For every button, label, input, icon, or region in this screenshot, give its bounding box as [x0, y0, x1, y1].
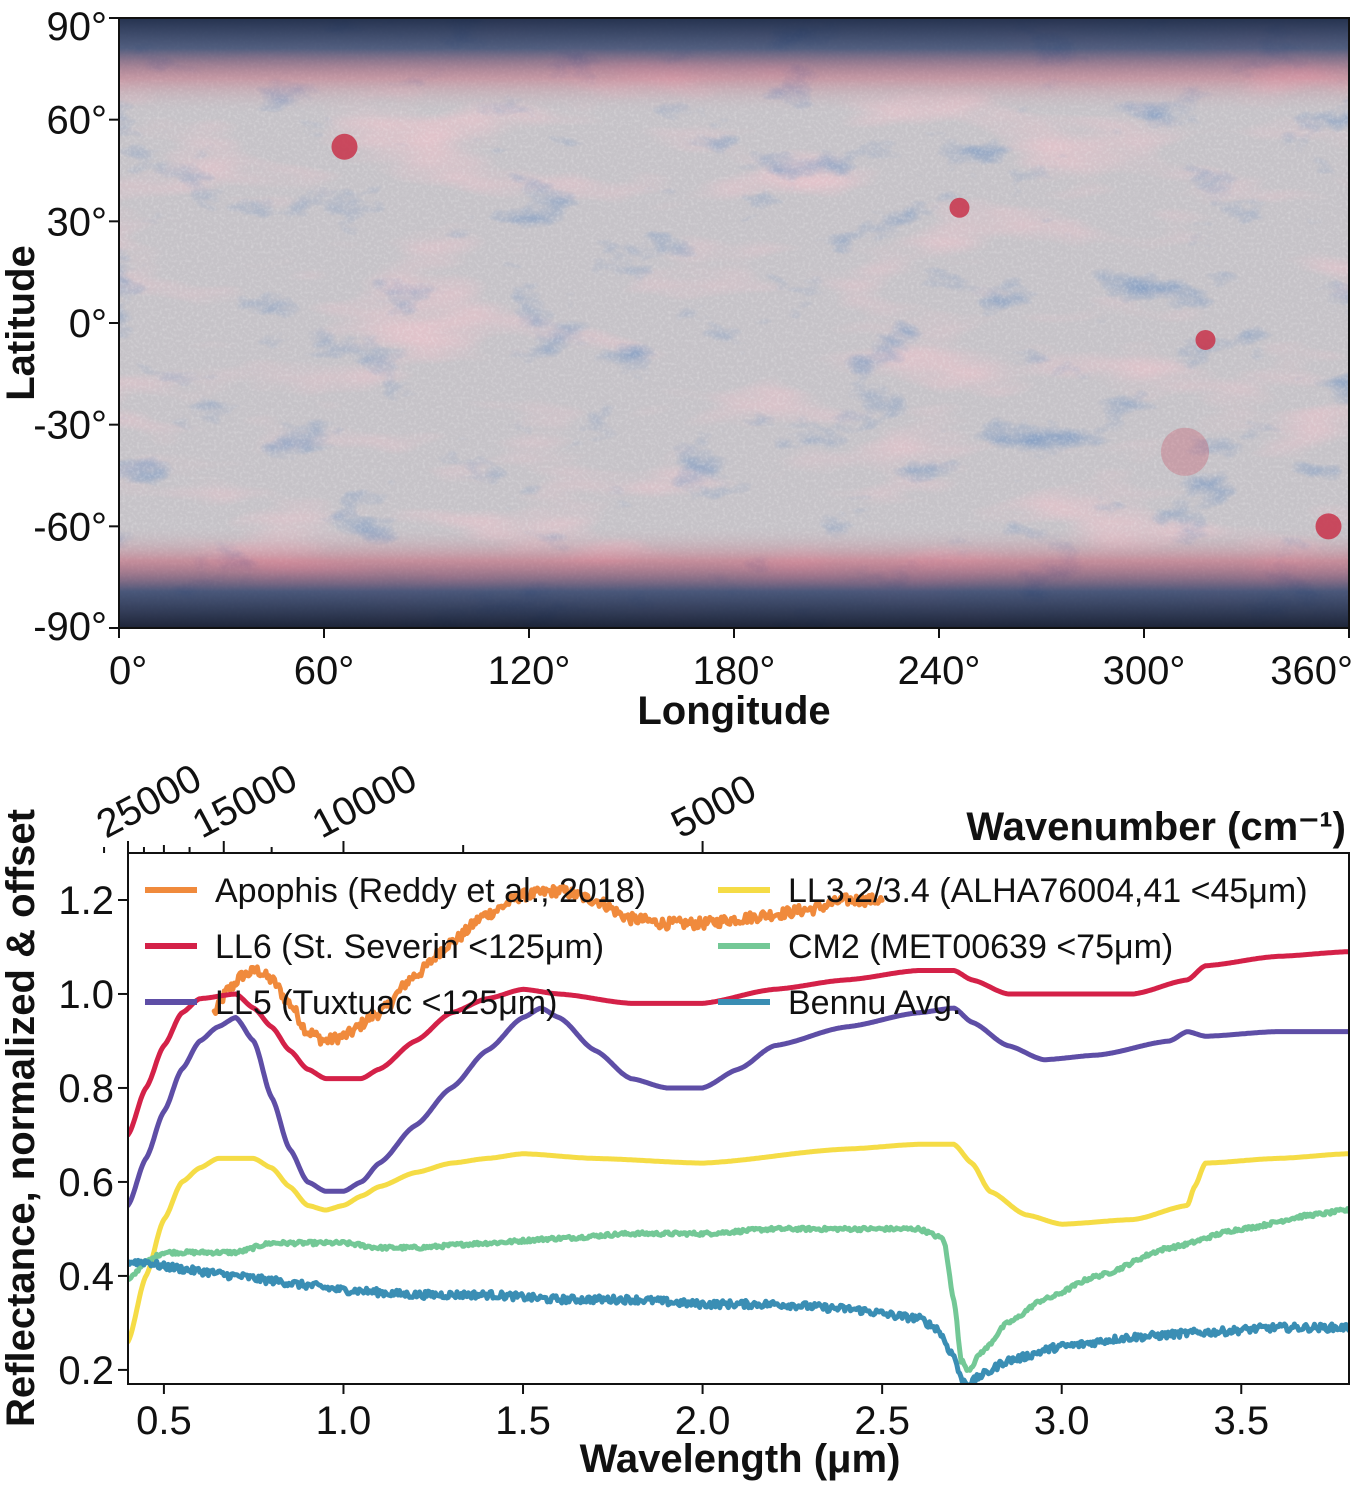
map-x-tick-label: 60°	[294, 649, 355, 693]
spectrum-line	[128, 1206, 1349, 1373]
legend-label: Apophis (Reddy et al., 2018)	[215, 872, 646, 910]
red-spot	[1161, 427, 1209, 476]
map-y-tick-label: 30°	[47, 200, 108, 244]
map-y-tick-label: 60°	[47, 99, 108, 143]
map-x-tick-label: 300°	[1103, 649, 1186, 693]
spectrum-line	[128, 1141, 1349, 1345]
spectra-lines	[128, 883, 1349, 1384]
red-spots	[331, 133, 1342, 540]
spectra-x-tick-label: 0.5	[136, 1399, 192, 1443]
spectra-y-tick-label: 0.6	[58, 1161, 114, 1205]
spectra-y-ticks: 0.2 0.4 0.6 0.8 1.0 1.2	[58, 879, 128, 1393]
reflectance-spectra-chart: 0.5 1.0 1.5 2.0 2.5 3.0 3.5 0.2 0.4 0.6 0.8 1.0 1.2…	[0, 756, 1350, 1481]
spectrum-line	[211, 883, 885, 1047]
map-x-tick-label: 240°	[898, 649, 981, 693]
top-tick-label: 5000	[664, 766, 763, 847]
map-x-tick-label: 0°	[109, 649, 147, 693]
map-y-tick-label: -90°	[33, 605, 107, 649]
legend-label: LL6 (St. Severin <125μm)	[215, 928, 604, 966]
map-y-axis-label: Latitude	[0, 245, 43, 401]
spectra-y-tick-label: 1.0	[58, 973, 114, 1017]
red-spot	[331, 133, 358, 160]
spectra-frame	[127, 852, 1350, 1385]
legend-label: LL3.2/3.4 (ALHA76004,41 <45μm)	[788, 872, 1308, 910]
map-y-tick-label: -30°	[33, 404, 107, 448]
map-y-tick-label: -60°	[33, 505, 107, 549]
spectra-x-tick-label: 2.0	[675, 1399, 731, 1443]
map-x-axis-label: Longitude	[637, 689, 830, 733]
top-tick-label: 10000	[305, 756, 424, 847]
red-spot	[1315, 513, 1342, 540]
legend-label: CM2 (MET00639 <75μm)	[788, 928, 1173, 966]
red-spot	[1195, 329, 1216, 350]
map-x-tick-label: 360°	[1270, 649, 1351, 693]
map-x-ticks: 0° 60° 120° 180° 240° 300° 360°	[109, 628, 1351, 693]
spectra-y-tick-label: 0.4	[58, 1255, 114, 1299]
spectra-y-tick-label: 0.2	[58, 1349, 114, 1393]
legend-label: Bennu Avg.	[788, 984, 961, 1022]
spectrum-line	[128, 1257, 1349, 1384]
spectra-x-tick-label: 1.5	[495, 1399, 551, 1443]
map-x-tick-label: 120°	[488, 649, 571, 693]
map-y-ticks: 90° 60° 30° 0° -30° -60° -90°	[33, 5, 119, 649]
map-y-tick-label: 0°	[69, 302, 107, 346]
spectra-x-tick-label: 1.0	[316, 1399, 372, 1443]
top-tick-label: 25000	[90, 756, 209, 847]
spectra-x-tick-label: 3.0	[1034, 1399, 1090, 1443]
spectra-x-ticks: 0.5 1.0 1.5 2.0 2.5 3.0 3.5	[136, 1384, 1269, 1443]
spectra-x-tick-label: 3.5	[1213, 1399, 1269, 1443]
spectra-x-axis-label: Wavelength (μm)	[580, 1437, 901, 1481]
spectra-y-axis-label: Reflectance, normalized & offset	[0, 809, 43, 1427]
red-spot	[949, 197, 970, 218]
map-x-tick-label: 180°	[693, 649, 776, 693]
spectrum-line	[128, 1005, 1349, 1208]
map-y-tick-label: 90°	[47, 5, 108, 49]
legend-label: LL5 (Tuxtuac <125μm)	[215, 984, 557, 1022]
wavenumber-axis-label: Wavenumber (cm⁻¹)	[966, 805, 1346, 849]
spectra-x-tick-label: 2.5	[854, 1399, 910, 1443]
spectra-legend: Apophis (Reddy et al., 2018) LL6 (St. Sev…	[145, 872, 1308, 1022]
spectra-y-tick-label: 1.2	[58, 879, 114, 923]
bennu-color-map: 0° 60° 120° 180° 240° 300° 360° 90° 60° 30° 0° -30…	[0, 5, 1351, 733]
spectra-y-tick-label: 0.8	[58, 1067, 114, 1111]
top-tick-label: 15000	[185, 756, 304, 847]
spectrum-line	[128, 949, 1349, 1138]
map-polar-bands	[119, 18, 1349, 628]
